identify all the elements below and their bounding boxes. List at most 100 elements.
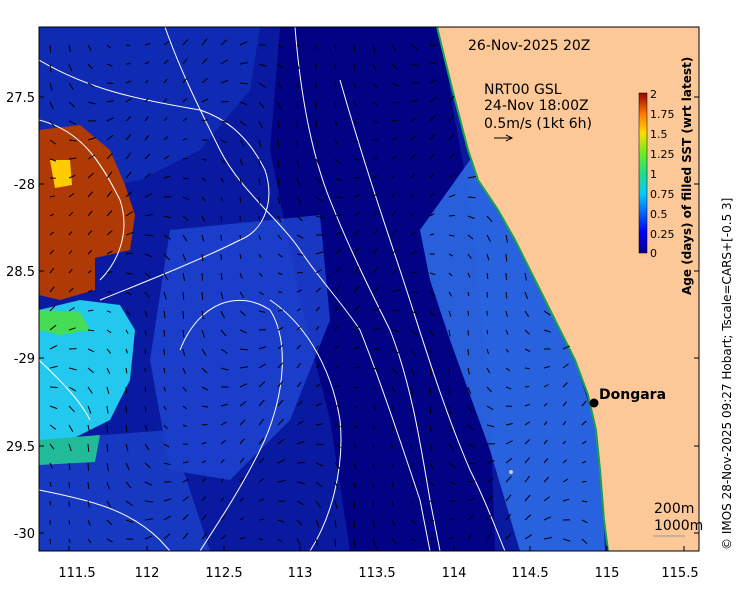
current-vector xyxy=(182,177,189,180)
current-vector xyxy=(467,176,476,179)
current-vector xyxy=(467,310,469,316)
current-vector xyxy=(239,400,247,407)
current-vector xyxy=(125,231,134,236)
current-vector xyxy=(182,196,189,201)
current-vector xyxy=(296,139,299,148)
current-vector xyxy=(106,405,109,414)
current-vector xyxy=(524,403,530,407)
current-vector xyxy=(239,253,242,260)
reference-arrow xyxy=(494,134,514,142)
current-vector xyxy=(49,443,55,450)
current-vector xyxy=(239,348,248,351)
current-vector xyxy=(296,420,304,426)
current-vector xyxy=(334,424,341,428)
current-vector xyxy=(277,44,284,49)
current-vector xyxy=(467,405,473,413)
current-vector xyxy=(486,253,490,261)
current-vector xyxy=(201,215,205,222)
current-vector xyxy=(239,196,242,203)
x-tick-label: 112 xyxy=(135,566,160,581)
current-vector xyxy=(562,420,567,426)
current-vector xyxy=(125,291,132,296)
current-vector xyxy=(144,98,149,103)
current-vector xyxy=(239,139,245,147)
current-vector xyxy=(201,234,205,242)
current-vector xyxy=(467,443,476,448)
current-vector xyxy=(372,327,381,331)
y-tick-label: -29 xyxy=(14,352,35,367)
current-vector xyxy=(277,196,281,205)
current-vector xyxy=(182,532,189,540)
current-vector xyxy=(543,476,550,483)
current-vector xyxy=(353,346,361,350)
current-vector xyxy=(144,462,151,469)
current-vector xyxy=(524,329,530,335)
current-vector xyxy=(220,253,222,261)
current-vector xyxy=(410,291,419,294)
current-vector xyxy=(125,329,129,334)
current-vector xyxy=(334,325,340,331)
current-vector xyxy=(296,400,303,407)
city-label: Dongara xyxy=(599,387,666,403)
current-vector xyxy=(372,120,379,124)
colorbar-tick: 2 xyxy=(650,88,657,101)
current-vector xyxy=(448,405,452,414)
current-vector xyxy=(49,500,51,506)
current-vector xyxy=(201,514,207,521)
current-vector xyxy=(391,137,398,141)
current-vector xyxy=(391,268,399,274)
current-vector xyxy=(296,289,302,293)
current-vector xyxy=(144,234,153,237)
current-vector xyxy=(125,171,132,179)
current-vector xyxy=(163,175,171,179)
current-vector xyxy=(239,537,246,540)
current-vector xyxy=(429,233,435,236)
current-vector xyxy=(220,215,223,221)
current-vector xyxy=(562,440,567,445)
current-vector xyxy=(277,234,283,241)
current-vector xyxy=(353,101,357,107)
current-vector xyxy=(182,138,187,141)
current-vector xyxy=(201,38,208,46)
current-vector xyxy=(201,367,208,374)
current-vector xyxy=(220,367,229,371)
current-vector xyxy=(201,291,204,300)
current-vector xyxy=(391,229,397,236)
current-vector xyxy=(315,443,324,446)
current-vector xyxy=(106,481,110,490)
current-vector xyxy=(372,175,378,179)
current-vector xyxy=(296,63,300,70)
current-vector xyxy=(125,272,133,275)
current-vector xyxy=(87,230,93,236)
current-vector xyxy=(296,196,302,204)
colorbar-tick: 1.75 xyxy=(650,108,675,121)
current-vector xyxy=(486,495,494,502)
current-vector xyxy=(353,229,361,236)
current-vector xyxy=(106,44,112,49)
current-vector xyxy=(125,191,133,198)
current-vector xyxy=(182,405,188,410)
current-vector xyxy=(410,348,416,356)
current-vector xyxy=(220,101,229,103)
coastline xyxy=(436,27,609,551)
current-vector xyxy=(106,271,113,274)
current-vector xyxy=(87,367,94,374)
current-vector xyxy=(353,305,360,312)
current-vector xyxy=(334,231,343,236)
current-vector xyxy=(296,519,303,526)
current-vector xyxy=(410,367,415,376)
current-vector xyxy=(68,386,77,392)
current-vector xyxy=(144,310,148,317)
current-vector xyxy=(505,440,513,445)
current-vector xyxy=(220,534,227,540)
current-vector xyxy=(372,462,375,469)
current-vector xyxy=(220,348,228,354)
current-vector xyxy=(429,96,437,103)
current-vector xyxy=(505,272,507,281)
current-vector xyxy=(543,365,550,369)
current-vector xyxy=(505,457,513,464)
current-vector xyxy=(163,329,165,337)
current-vector xyxy=(277,101,282,110)
current-vector xyxy=(486,386,492,393)
